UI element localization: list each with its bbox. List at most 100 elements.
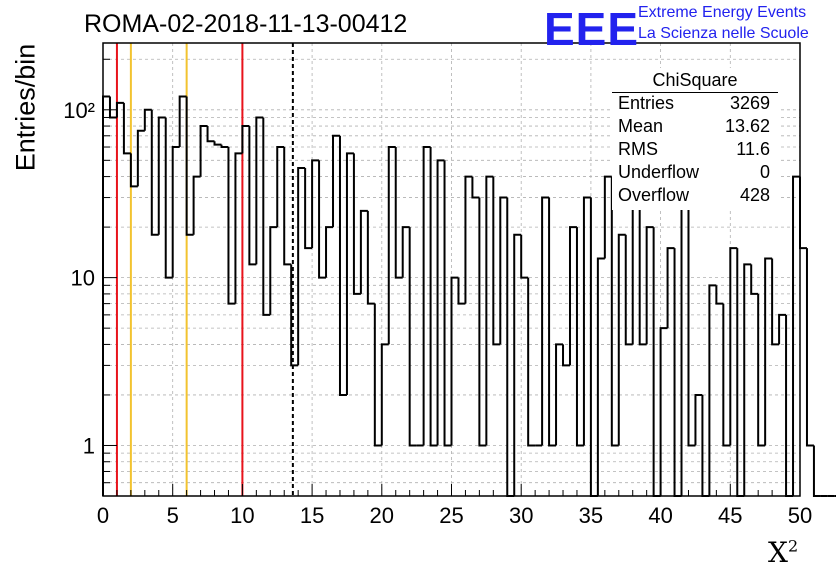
eee-logo: EEE xyxy=(544,3,640,55)
histogram-bin xyxy=(345,152,354,395)
y-axis-label: Entries/bin xyxy=(10,43,41,172)
x-tick-label: 25 xyxy=(439,503,463,528)
x-tick-label: 10 xyxy=(230,503,254,528)
histogram-bin xyxy=(352,153,361,295)
stats-key: Overflow xyxy=(618,185,690,205)
histogram-bin xyxy=(603,175,612,259)
histogram-bin xyxy=(199,125,208,177)
histogram-bin xyxy=(506,197,515,497)
histogram-bin xyxy=(436,159,445,446)
histogram-bin xyxy=(520,234,529,279)
histogram-bin xyxy=(290,264,299,367)
x-tick-label: 0 xyxy=(97,503,109,528)
histogram-bin xyxy=(129,153,138,188)
histogram-bin xyxy=(122,102,131,155)
histogram-bin xyxy=(102,95,110,496)
histogram-bin xyxy=(799,176,807,250)
histogram-bin xyxy=(729,247,738,446)
histogram-bin xyxy=(401,226,410,278)
x-tick-label: 20 xyxy=(370,503,394,528)
stats-row-rms: RMS 11.6 xyxy=(618,139,770,161)
stats-value: 3269 xyxy=(729,93,770,113)
stats-row-entries: Entries 3269 xyxy=(618,93,770,115)
x-tick-label: 30 xyxy=(509,503,533,528)
histogram-bin xyxy=(332,134,340,228)
histogram-bin xyxy=(722,303,731,447)
histogram-bin xyxy=(562,344,570,367)
stats-key: Mean xyxy=(618,116,664,136)
histogram-bin xyxy=(255,116,264,265)
histogram-bin xyxy=(318,160,327,279)
stats-value: 428 xyxy=(739,185,770,205)
histogram-bin xyxy=(429,147,438,447)
histogram-bin xyxy=(687,197,696,447)
histogram-bin xyxy=(359,209,368,294)
histogram-bin xyxy=(304,167,313,250)
histogram-bin xyxy=(624,234,633,346)
histogram-bin xyxy=(708,284,717,496)
histogram-bin xyxy=(450,276,459,446)
stats-key: RMS xyxy=(618,139,658,159)
histogram-bin xyxy=(171,146,180,278)
histogram-bin xyxy=(527,277,536,447)
histogram-bin xyxy=(387,146,396,345)
stats-divider xyxy=(612,92,778,93)
histogram-bin xyxy=(143,108,152,131)
histogram-bin xyxy=(206,126,215,143)
histogram-bin xyxy=(499,196,508,345)
histogram-bin xyxy=(338,135,347,396)
stats-value: 0 xyxy=(759,162,770,182)
histogram-bin xyxy=(715,285,724,305)
y-tick-label: 1 xyxy=(83,433,95,458)
histogram-bin xyxy=(394,147,403,279)
histogram-bin xyxy=(764,257,773,446)
histogram-bin xyxy=(220,144,229,149)
histogram-bin xyxy=(269,226,278,315)
histogram-bin xyxy=(666,247,675,329)
y-tick-label: 10 xyxy=(71,266,95,291)
tick-labels: 0 5 10 15 20 25 30 35 40 45 50 1 10 10² xyxy=(63,98,812,528)
histogram-bin xyxy=(408,227,417,447)
histogram-bin xyxy=(234,152,243,304)
histogram-bin xyxy=(659,327,668,496)
stats-value: 13.62 xyxy=(724,116,770,136)
histogram-bin xyxy=(812,445,821,497)
histogram-bin xyxy=(582,196,591,446)
stats-key: Underflow xyxy=(618,162,700,182)
logo-subtitle-2: La Scienza nelle Scuole xyxy=(638,25,809,42)
histogram-bin xyxy=(443,160,452,447)
stats-row-overflow: Overflow 428 xyxy=(618,185,770,207)
histogram-bin xyxy=(792,175,800,496)
histogram-bin xyxy=(248,126,257,266)
histogram-bin xyxy=(150,109,159,236)
histogram-bin xyxy=(485,175,494,446)
x-tick-label: 40 xyxy=(648,503,672,528)
histogram-bin xyxy=(589,197,598,497)
stats-key: Entries xyxy=(618,93,675,113)
histogram-bin xyxy=(596,257,605,496)
histogram-bin xyxy=(471,176,480,199)
histogram-bin xyxy=(380,343,389,446)
stats-row-underflow: Underflow 0 xyxy=(618,162,770,184)
histogram-bin xyxy=(645,226,654,345)
histogram-bin xyxy=(555,343,564,446)
histogram-bin xyxy=(276,146,285,228)
logo-subtitle-1: Extreme Energy Events xyxy=(638,4,807,21)
stats-value: 11.6 xyxy=(736,139,770,159)
x-tick-label: 35 xyxy=(579,503,603,528)
x-tick-label: 50 xyxy=(788,503,812,528)
histogram-bin xyxy=(108,96,117,119)
histogram-bin xyxy=(757,293,766,447)
x-tick-label: 15 xyxy=(300,503,324,528)
histogram-bin xyxy=(617,233,626,446)
histogram-bin xyxy=(457,277,466,305)
histogram-bin xyxy=(743,263,752,496)
histogram-bin xyxy=(157,116,166,235)
histogram-bin xyxy=(750,264,759,295)
histogram-bin xyxy=(192,175,201,235)
axis-ticks xyxy=(102,58,801,497)
histogram-bin xyxy=(185,96,194,236)
histogram-bin xyxy=(680,196,689,496)
histogram-bin xyxy=(778,313,787,345)
